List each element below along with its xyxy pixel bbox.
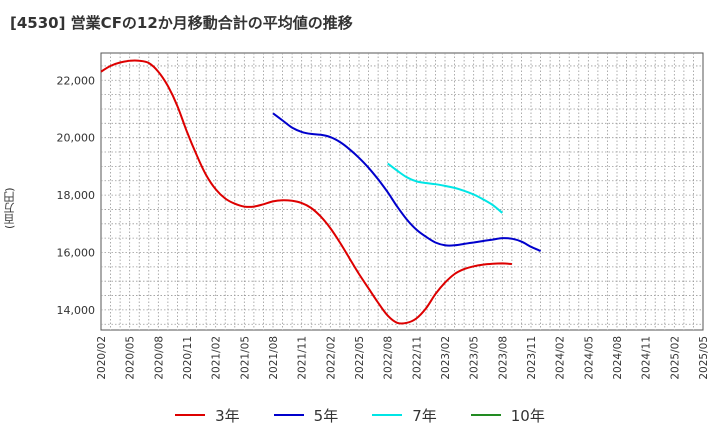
x-tick-label: 2023/02 — [440, 336, 452, 380]
x-tick-label: 2020/05 — [125, 336, 137, 380]
series-line-5年 — [272, 112, 542, 253]
y-axis-tick-labels: 14,000 16,000 18,000 20,000 22,000 — [57, 74, 96, 317]
legend-item-3y[interactable]: 3年 — [175, 405, 240, 426]
x-tick-label: 2020/11 — [182, 336, 194, 380]
legend-item-5y[interactable]: 5年 — [273, 405, 339, 426]
x-tick-label: 2022/02 — [325, 336, 337, 380]
x-tick-label: 2022/05 — [354, 336, 366, 380]
series-line-7年 — [387, 162, 503, 214]
x-tick-label: 2021/02 — [211, 336, 223, 380]
legend-item-7y[interactable]: 7年 — [372, 405, 437, 426]
series-lines — [100, 59, 542, 325]
legend-label-10y: 10年 — [510, 406, 545, 425]
legend-label-5y: 5年 — [313, 406, 339, 425]
legend-swatch-3y — [175, 414, 206, 416]
x-tick-label: 2023/05 — [469, 336, 481, 380]
x-tick-label: 2020/08 — [153, 336, 165, 380]
y-tick-label: 20,000 — [57, 132, 96, 145]
x-tick-label: 2024/11 — [641, 336, 653, 380]
chart-legend: 3年 5年 7年 10年 — [0, 400, 720, 430]
legend-swatch-10y — [470, 414, 501, 416]
x-tick-label: 2021/11 — [297, 336, 309, 380]
x-tick-label: 2022/08 — [383, 336, 395, 380]
legend-swatch-7y — [372, 414, 403, 416]
series-line-3年 — [100, 59, 512, 325]
x-axis-tick-labels: 2020/02 2020/05 2020/08 2020/11 2021/02 2021/… — [96, 336, 710, 380]
x-tick-label: 2024/05 — [583, 336, 595, 380]
x-tick-label: 2024/02 — [555, 336, 567, 380]
y-tick-label: 18,000 — [57, 189, 96, 202]
y-tick-label: 14,000 — [57, 304, 96, 317]
horizontal-gridlines — [101, 65, 703, 325]
vertical-gridlines — [110, 53, 694, 330]
x-tick-label: 2022/11 — [411, 336, 423, 380]
y-tick-label: 16,000 — [57, 246, 96, 259]
x-tick-label: 2023/08 — [497, 336, 509, 380]
x-tick-label: 2021/05 — [239, 336, 251, 380]
x-tick-label: 2023/11 — [526, 336, 538, 380]
y-tick-label: 22,000 — [57, 74, 96, 87]
x-tick-label: 2020/02 — [96, 336, 108, 380]
x-tick-label: 2024/08 — [612, 336, 624, 380]
chart-title: [4530] 営業CFの12か月移動合計の平均値の推移 — [10, 14, 353, 32]
legend-swatch-5y — [273, 414, 304, 416]
x-tick-label: 2021/08 — [268, 336, 280, 380]
x-tick-label: 2025/05 — [698, 336, 710, 380]
x-tick-label: 2025/02 — [669, 336, 681, 380]
legend-label-7y: 7年 — [412, 406, 437, 425]
legend-item-10y[interactable]: 10年 — [470, 405, 545, 426]
legend-label-3y: 3年 — [215, 406, 240, 425]
plot-area — [100, 52, 704, 331]
